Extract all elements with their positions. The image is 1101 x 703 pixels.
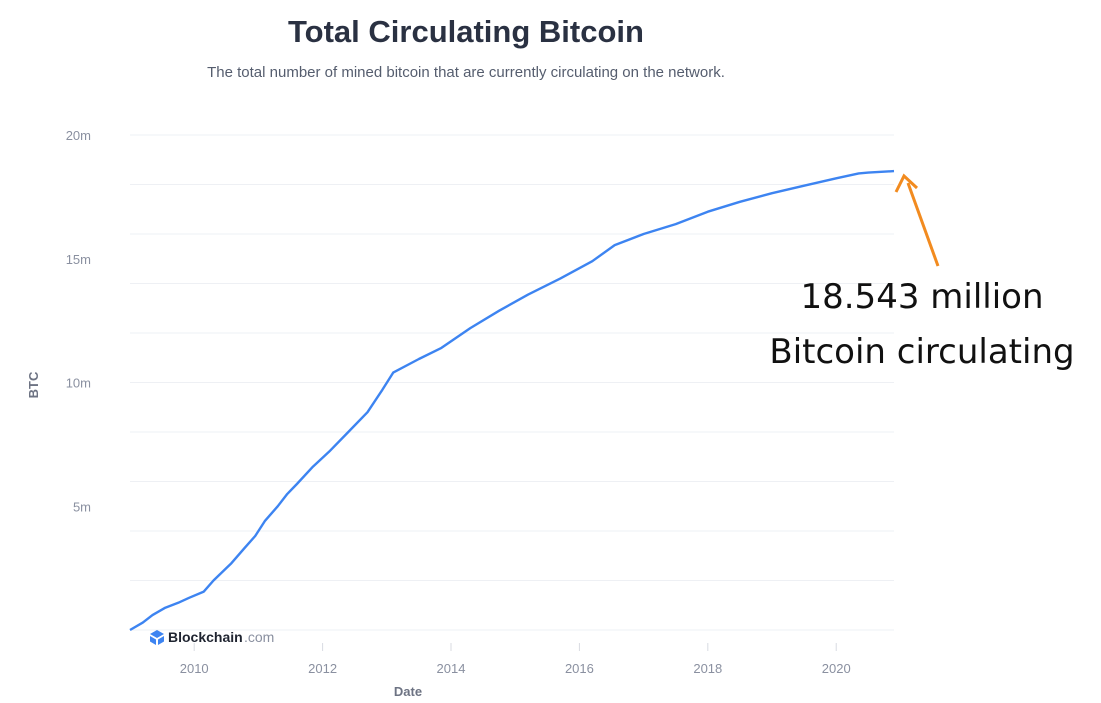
annotation-arrow <box>906 182 940 267</box>
watermark-suffix: .com <box>244 629 274 645</box>
y-tick-label: 15m <box>66 252 91 267</box>
chart-subtitle: The total number of mined bitcoin that a… <box>207 64 725 81</box>
x-axis: 2010 2012 2014 2016 2018 2020 <box>180 643 851 676</box>
series-line <box>129 169 895 632</box>
watermark-brand: Blockchain <box>168 629 243 645</box>
x-tick-label: 2014 <box>437 661 466 676</box>
y-axis-title: BTC <box>26 371 41 398</box>
y-tick-label: 20m <box>66 128 91 143</box>
x-tick-label: 2018 <box>693 661 722 676</box>
annotation: 18.543 million Bitcoin circulating <box>769 173 1075 372</box>
blockchain-logo-icon <box>150 630 164 645</box>
arrow-head-icon <box>894 173 919 193</box>
chart-title: Total Circulating Bitcoin <box>288 14 644 49</box>
x-tick-label: 2012 <box>308 661 337 676</box>
x-tick-label: 2020 <box>822 661 851 676</box>
x-tick-label: 2016 <box>565 661 594 676</box>
annotation-line-1: 18.543 million <box>800 277 1043 317</box>
blockchain-watermark: Blockchain .com <box>150 629 274 645</box>
x-tick-label: 2010 <box>180 661 209 676</box>
x-axis-title: Date <box>394 684 422 699</box>
annotation-line-2: Bitcoin circulating <box>769 332 1074 372</box>
y-tick-label: 10m <box>66 376 91 391</box>
gridlines <box>130 134 894 631</box>
y-tick-label: 5m <box>73 499 91 514</box>
y-axis: 5m 10m 15m 20m <box>66 128 91 514</box>
